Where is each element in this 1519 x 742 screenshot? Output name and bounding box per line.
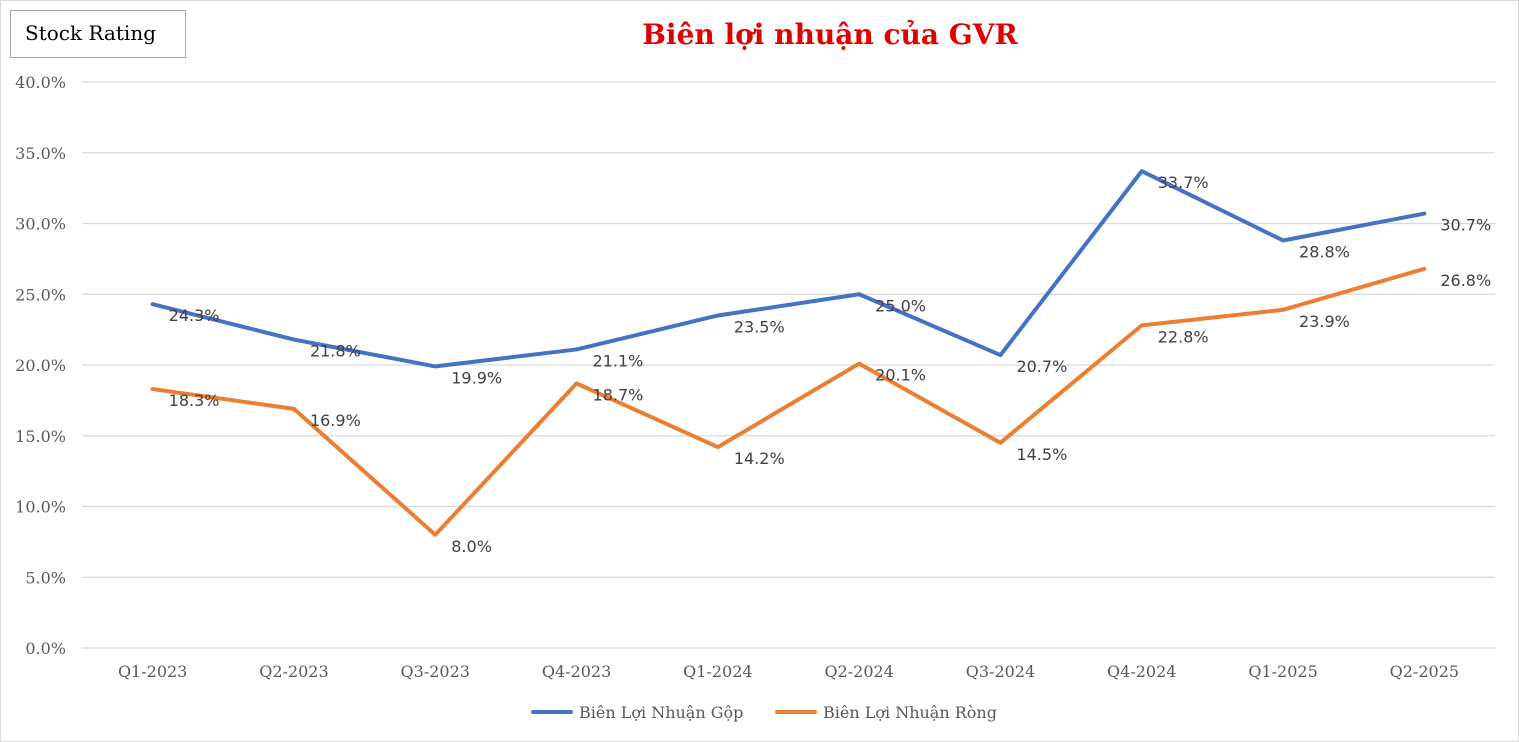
y-tick-label: 25.0% [15, 285, 66, 304]
data-label: 21.1% [593, 351, 644, 370]
data-label: 33.7% [1158, 173, 1209, 192]
x-tick-label: Q4-2024 [1107, 662, 1176, 681]
x-tick-label: Q1-2023 [118, 662, 187, 681]
data-label: 24.3% [169, 306, 220, 325]
y-tick-label: 30.0% [15, 215, 66, 234]
x-tick-label: Q2-2025 [1390, 662, 1459, 681]
data-label: 21.8% [310, 342, 361, 361]
x-tick-label: Q2-2024 [824, 662, 893, 681]
data-label: 14.2% [734, 449, 785, 468]
series-line-2 [150, 266, 1427, 537]
data-label: 14.5% [1016, 445, 1067, 464]
x-tick-label: Q3-2023 [401, 662, 470, 681]
x-tick-label: Q3-2024 [966, 662, 1035, 681]
data-label: 19.9% [451, 368, 502, 387]
data-label: 16.9% [310, 411, 361, 430]
data-label: 20.1% [875, 366, 926, 385]
series-line-1 [150, 169, 1427, 369]
x-tick-label: Q2-2023 [259, 662, 328, 681]
chart-title: Biên lợi nhuận của GVR [642, 18, 1018, 51]
data-label: 20.7% [1016, 357, 1067, 376]
legend-label: Biên Lợi Nhuận Ròng [823, 703, 997, 722]
y-tick-label: 5.0% [25, 568, 66, 587]
x-axis-ticks: Q1-2023 Q2-2023 Q3-2023 Q4-2023 Q1-2024 Q2-20… [118, 662, 1459, 681]
legend: Biên Lợi Nhuận Gộp Biên Lợi Nhuận Ròng [531, 703, 997, 722]
data-label: 30.7% [1440, 216, 1491, 235]
y-tick-label: 40.0% [15, 73, 66, 92]
y-tick-label: 35.0% [15, 144, 66, 163]
gridlines [82, 81, 1495, 649]
x-tick-label: Q4-2023 [542, 662, 611, 681]
data-label: 25.0% [875, 296, 926, 315]
y-axis-ticks: 0.0% 5.0% 10.0% 15.0% 20.0% 25.0% 30.0% 35.0% 40… [15, 73, 66, 658]
series-lines [150, 169, 1427, 537]
data-label: 8.0% [451, 537, 492, 556]
data-label: 23.9% [1299, 312, 1350, 331]
data-label: 28.8% [1299, 242, 1350, 261]
y-tick-label: 0.0% [25, 639, 66, 658]
data-label: 22.8% [1158, 327, 1209, 346]
y-tick-label: 15.0% [15, 427, 66, 446]
data-label: 18.7% [593, 385, 644, 404]
data-labels: 24.3% 21.8% 19.9% 21.1% 23.5% 25.0% 20.7% 33.7%… [169, 173, 1492, 556]
y-tick-label: 10.0% [15, 498, 66, 517]
stock-rating-badge: Stock Rating [10, 10, 186, 58]
x-tick-label: Q1-2024 [683, 662, 752, 681]
data-label: 18.3% [169, 391, 220, 410]
data-label: 26.8% [1440, 271, 1491, 290]
data-label: 23.5% [734, 317, 785, 336]
y-tick-label: 20.0% [15, 356, 66, 375]
x-tick-label: Q1-2025 [1248, 662, 1317, 681]
legend-label: Biên Lợi Nhuận Gộp [579, 703, 743, 722]
